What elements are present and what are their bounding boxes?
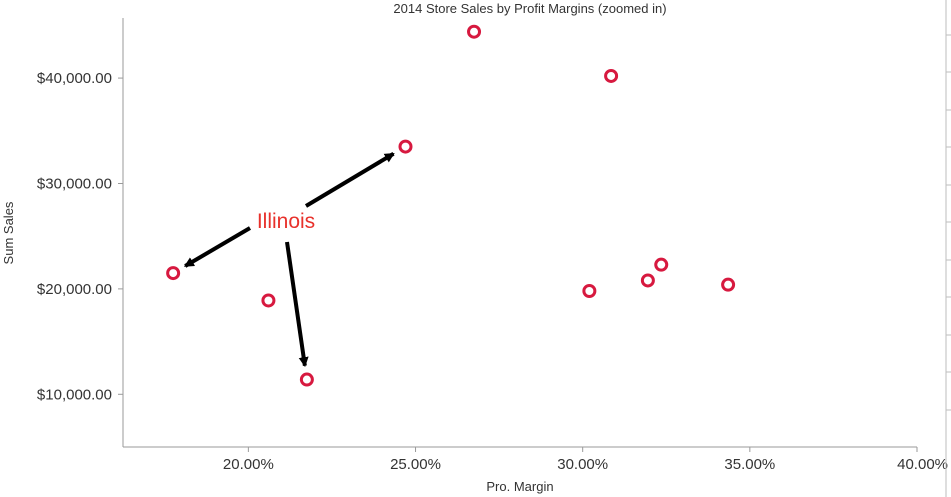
y-tick-label: $10,000.00 [37,386,112,403]
data-point [604,68,619,83]
x-tick-label: 20.00% [223,456,274,473]
x-tick-label: 35.00% [724,456,775,473]
chart-title: 2014 Store Sales by Profit Margins (zoom… [393,1,666,16]
x-tick-label: 40.00% [897,456,948,473]
x-tick-label: 25.00% [390,456,441,473]
annotation-label: Illinois [257,210,315,233]
y-tick-label: $40,000.00 [37,70,112,87]
data-point [654,257,669,272]
annotation-arrow [183,226,252,268]
x-axis-title: Pro. Margin [486,479,553,494]
data-point [467,24,482,39]
annotation-arrows [183,152,395,368]
x-axis: 20.00% 25.00% 30.00% 35.00% 40.00% [123,446,948,473]
data-point [721,277,736,292]
x-tick-label: 30.00% [557,456,608,473]
y-axis: $10,000.00 $20,000.00 $30,000.00 $40,000.00 [37,18,124,447]
data-point [640,273,655,288]
annotation-arrow [285,241,309,368]
data-point [166,266,181,281]
data-point [582,284,597,298]
illinois-annotation: Illinois [183,152,395,368]
right-frame-edge [945,0,951,497]
data-point [261,293,276,308]
y-tick-label: $30,000.00 [37,175,112,192]
annotation-arrow [304,152,395,208]
data-point [299,372,314,387]
y-axis-title: Sum Sales [1,201,16,264]
y-tick-label: $20,000.00 [37,281,112,298]
data-points [166,24,736,387]
data-point [398,139,413,154]
